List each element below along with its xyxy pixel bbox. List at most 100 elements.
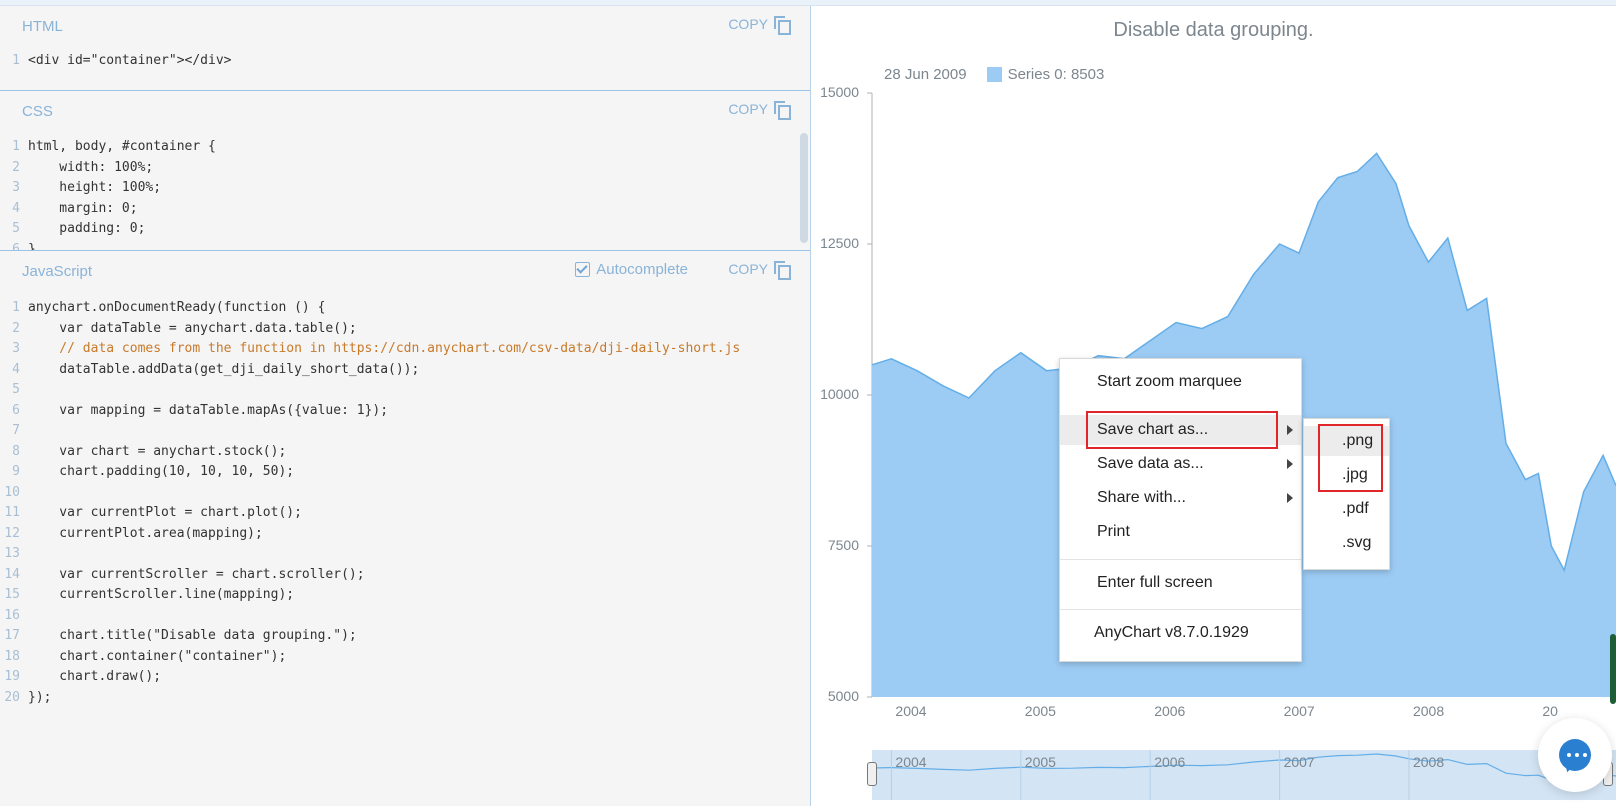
legend-separator: : <box>1062 66 1071 83</box>
code-line[interactable]: 2 width: 100%; <box>0 158 216 179</box>
x-tick-label: 2004 <box>895 703 927 719</box>
code-line[interactable]: 14 var currentScroller = chart.scroller(… <box>0 565 740 586</box>
code-line[interactable]: 5 <box>0 380 740 401</box>
code-line[interactable]: 7 <box>0 421 740 442</box>
code-line[interactable]: 1 html, body, #container { <box>0 137 216 158</box>
menu-item-enter-full-screen[interactable]: Enter full screen <box>1097 574 1213 591</box>
x-tick-label: 2006 <box>1154 703 1186 719</box>
menu-item-save-chart-as[interactable]: Save chart as... <box>1060 415 1301 445</box>
code-text: var currentPlot = chart.plot(); <box>28 505 302 520</box>
scroller-left-handle[interactable] <box>867 762 877 786</box>
css-panel: CSS COPY 1 html, body, #container { 2 widt… <box>0 91 810 251</box>
scroller-series-line <box>872 753 1616 783</box>
code-line[interactable]: 3 // data comes from the function in htt… <box>0 339 740 360</box>
y-tick-label: 15000 <box>820 84 859 100</box>
html-copy-button[interactable]: COPY <box>728 16 791 35</box>
code-line[interactable]: 6} <box>0 240 216 251</box>
menu-item-share-with[interactable]: Share with... <box>1060 483 1301 513</box>
legend-series-name: Series 0 <box>1007 66 1063 83</box>
js-panel-title: JavaScript <box>22 263 93 280</box>
code-text: chart.title("Disable data grouping."); <box>28 628 357 643</box>
right-scrollbar[interactable] <box>1610 634 1616 704</box>
css-copy-button[interactable]: COPY <box>728 101 791 120</box>
code-text: var mapping = dataTable.mapAs({value: 1}… <box>28 402 389 418</box>
submenu-item-pdf[interactable]: .pdf <box>1342 500 1369 517</box>
area-series-outline <box>871 152 1616 573</box>
line-number: 1 <box>12 139 20 154</box>
code-line[interactable]: 16 <box>0 606 740 627</box>
code-text: chart.padding(10, 10, 10, 50); <box>28 464 295 479</box>
js-copy-button[interactable]: COPY <box>728 261 791 280</box>
save-chart-submenu: .png .jpg .pdf .svg <box>1303 418 1390 570</box>
code-line[interactable]: 8 var chart = anychart.stock(); <box>0 442 740 463</box>
autocomplete-checkbox[interactable] <box>575 262 591 277</box>
x-tick-label: 2008 <box>1412 703 1445 719</box>
code-line[interactable]: 4 margin: 0; <box>0 199 216 220</box>
code-line[interactable]: 15 currentScroller.line(mapping); <box>0 585 740 606</box>
line-number: 17 <box>4 628 20 643</box>
code-text: margin: 0; <box>28 200 138 216</box>
scroller-line-chart <box>872 750 1616 800</box>
scroller-tick-label: 2007 <box>1283 754 1315 770</box>
html-copy-label: COPY <box>728 16 768 32</box>
code-line[interactable]: 11 var currentPlot = chart.plot(); <box>0 503 740 524</box>
line-number: 6 <box>12 241 20 251</box>
y-tick-label: 12500 <box>820 235 859 251</box>
submenu-item-png[interactable]: .png <box>1304 426 1389 456</box>
submenu-arrow-icon <box>1287 425 1293 435</box>
scroller[interactable]: 2004 2005 2006 2007 2008 <box>872 750 1616 800</box>
legend-date: 28 Jun 2009 <box>884 66 967 83</box>
scroller-tick-label: 2006 <box>1154 754 1186 770</box>
code-line[interactable]: 2 var dataTable = anychart.data.table(); <box>0 319 740 340</box>
js-code-editor[interactable]: 1 anychart.onDocumentReady(function () {2… <box>0 298 740 708</box>
css-code-editor[interactable]: 1 html, body, #container { 2 width: 100%; 3… <box>0 137 216 251</box>
html-code-editor[interactable]: 1 <div id="container"></div> <box>0 51 232 72</box>
line-number: 5 <box>12 221 20 236</box>
code-line[interactable]: 20}); <box>0 688 740 709</box>
code-line[interactable]: 4 dataTable.addData(get_dji_daily_short_… <box>0 360 740 381</box>
copy-icon <box>774 101 791 120</box>
chat-button[interactable] <box>1538 718 1612 792</box>
autocomplete-toggle[interactable]: Autocomplete <box>575 261 688 278</box>
code-line[interactable]: 13 <box>0 544 740 565</box>
code-line[interactable]: 18 chart.container("container"); <box>0 647 740 668</box>
code-line[interactable]: 5 padding: 0; <box>0 219 216 240</box>
code-line[interactable]: 1 <div id="container"></div> <box>0 51 232 72</box>
line-number: 4 <box>12 361 20 377</box>
top-bar <box>0 0 1616 6</box>
submenu-item-jpg[interactable]: .jpg <box>1342 466 1368 483</box>
code-line[interactable]: 3 height: 100%; <box>0 178 216 199</box>
css-panel-title: CSS <box>22 103 53 120</box>
code-line[interactable]: 9 chart.padding(10, 10, 10, 50); <box>0 462 740 483</box>
chart-legend: 28 Jun 2009 Series 0: 8503 <box>884 66 1104 83</box>
scroller-tick-label: 2005 <box>1024 754 1056 770</box>
menu-item-start-zoom-marquee[interactable]: Start zoom marquee <box>1097 373 1242 390</box>
code-line[interactable]: 1 anychart.onDocumentReady(function () { <box>0 298 740 319</box>
js-panel: JavaScript Autocomplete COPY 1 anychart.o… <box>0 251 810 806</box>
autocomplete-label: Autocomplete <box>596 261 688 278</box>
code-line[interactable]: 17 chart.title("Disable data grouping.")… <box>0 626 740 647</box>
menu-item-print[interactable]: Print <box>1097 523 1130 540</box>
y-tick-label: 5000 <box>827 688 859 704</box>
menu-item-save-data-as[interactable]: Save data as... <box>1060 449 1301 479</box>
line-number: 10 <box>4 484 20 500</box>
code-line[interactable]: 10 <box>0 483 740 504</box>
line-number: 11 <box>4 505 20 520</box>
submenu-item-svg[interactable]: .svg <box>1342 534 1372 551</box>
js-copy-label: COPY <box>728 261 768 277</box>
code-text: html, body, #container { <box>28 139 216 154</box>
menu-divider <box>1060 609 1301 610</box>
code-line[interactable]: 19 chart.draw(); <box>0 667 740 688</box>
css-scrollbar[interactable] <box>800 133 808 243</box>
line-number: 1 <box>12 300 20 315</box>
menu-item-version[interactable]: AnyChart v8.7.0.1929 <box>1094 624 1249 641</box>
line-number: 19 <box>4 669 20 684</box>
code-text: currentPlot.area(mapping); <box>28 525 263 541</box>
line-number: 6 <box>12 402 20 418</box>
copy-icon <box>774 16 791 35</box>
code-line[interactable]: 6 var mapping = dataTable.mapAs({value: … <box>0 401 740 422</box>
code-text: // data comes from the function in https… <box>28 341 741 356</box>
code-text: <div id="container"></div> <box>28 53 232 68</box>
code-text: padding: 0; <box>28 221 146 236</box>
code-line[interactable]: 12 currentPlot.area(mapping); <box>0 524 740 545</box>
